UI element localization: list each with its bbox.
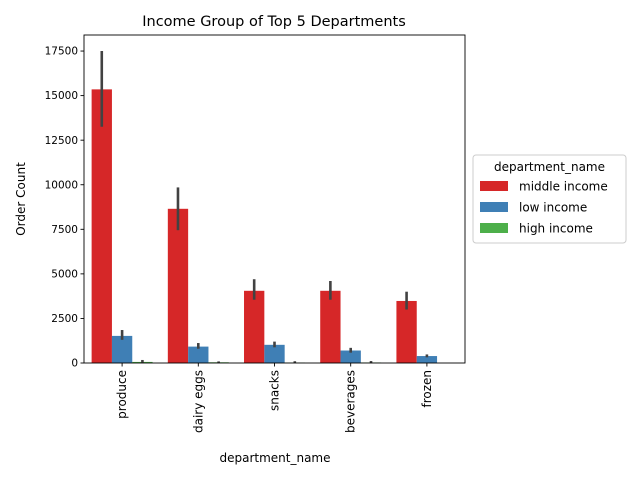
bar-middle-income-produce bbox=[91, 89, 112, 364]
bar-middle-income-frozen bbox=[396, 300, 417, 363]
legend-items: middle income low income high income bbox=[480, 180, 608, 236]
y-tick-label: 2500 bbox=[51, 313, 78, 325]
bar-low-income-produce bbox=[111, 335, 133, 363]
legend-frame bbox=[472, 154, 627, 244]
legend-label-middle-income: middle income bbox=[519, 180, 608, 194]
legend-title: department_name bbox=[494, 160, 605, 174]
y-axis-label: Order Count bbox=[14, 162, 28, 236]
x-tick-label-beverages: beverages bbox=[344, 370, 358, 433]
bar-low-income-frozen bbox=[416, 356, 438, 363]
legend-swatch-low-income bbox=[480, 202, 508, 212]
bars-layer bbox=[91, 89, 438, 364]
bar-middle-income-beverages bbox=[320, 290, 341, 363]
legend-label-low-income: low income bbox=[519, 201, 587, 215]
legend: department_name middle income low income h… bbox=[472, 154, 627, 244]
bar-low-income-snacks bbox=[264, 344, 285, 363]
x-tick-label-frozen: frozen bbox=[420, 370, 434, 408]
legend-label-high-income: high income bbox=[519, 222, 593, 236]
bar-middle-income-snacks bbox=[244, 290, 265, 363]
x-tick-label-produce: produce bbox=[115, 370, 129, 419]
chart-title: Income Group of Top 5 Departments bbox=[142, 14, 406, 30]
y-axis: 0 2500 5000 7500 10000 12500 15000 17500 bbox=[45, 46, 84, 370]
y-tick-label: 0 bbox=[71, 358, 78, 370]
x-tick-label-snacks: snacks bbox=[268, 370, 282, 411]
bar-low-income-dairy-eggs bbox=[188, 346, 209, 363]
y-tick-label: 17500 bbox=[45, 46, 78, 58]
y-tick-label: 5000 bbox=[51, 268, 78, 280]
y-tick-label: 7500 bbox=[51, 224, 78, 236]
x-axis-label: department_name bbox=[219, 451, 330, 465]
x-axis: produce dairy eggs snacks beverages frozen bbox=[115, 363, 434, 433]
bar-middle-income-dairy-eggs bbox=[167, 208, 189, 363]
error-bars-layer bbox=[100, 51, 429, 363]
y-tick-label: 10000 bbox=[45, 179, 78, 191]
legend-swatch-high-income bbox=[480, 223, 508, 233]
y-tick-label: 15000 bbox=[45, 90, 78, 102]
legend-swatch-middle-income bbox=[480, 181, 508, 191]
y-tick-label: 12500 bbox=[45, 135, 78, 147]
bar-low-income-beverages bbox=[340, 350, 361, 363]
x-tick-label-dairy-eggs: dairy eggs bbox=[191, 370, 205, 433]
